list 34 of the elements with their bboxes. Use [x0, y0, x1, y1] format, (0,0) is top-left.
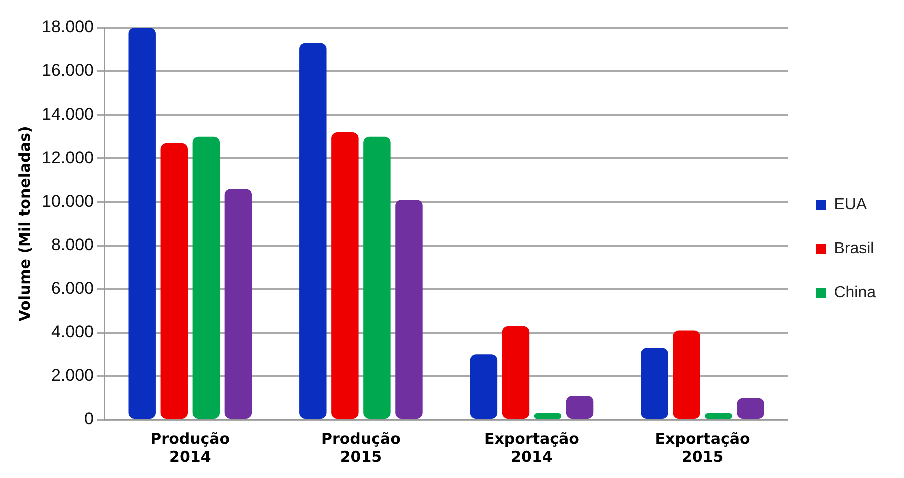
bar [502, 326, 530, 419]
y-tick-label: 12.000 [42, 148, 94, 168]
legend-label: China [834, 284, 876, 302]
y-tick-label: 0 [84, 410, 94, 429]
legend-label: EUA [834, 196, 868, 214]
y-tick-label: 8.000 [51, 235, 94, 254]
bar [641, 348, 668, 419]
y-tick-label: 4.000 [51, 322, 94, 342]
y-tick-label: 10.000 [42, 192, 94, 211]
bar [160, 143, 188, 419]
y-tick-label: 14.000 [42, 104, 94, 124]
y-tick-label: 18.000 [42, 18, 94, 37]
bar [470, 354, 498, 419]
legend-label: Brasil [834, 240, 874, 258]
bar [224, 189, 252, 419]
bar [396, 200, 423, 419]
bar [534, 413, 562, 419]
x-tick-label: Produção 2015 [321, 430, 401, 466]
bar [300, 43, 327, 419]
y-tick-label: 6.000 [51, 279, 94, 298]
x-tick-label: Exportação 2015 [655, 430, 750, 466]
bar [673, 330, 700, 419]
bar [705, 413, 732, 419]
bar [737, 398, 764, 419]
x-tick-label: Exportação 2014 [484, 430, 580, 466]
bar [332, 132, 359, 419]
y-axis-title: Volume (Mil toneladas) [16, 126, 34, 322]
x-tick-label: Produção 2014 [150, 430, 230, 466]
bar [192, 136, 220, 419]
bar [566, 396, 594, 419]
y-tick-label: 16.000 [42, 61, 94, 80]
bar [128, 28, 156, 419]
y-tick-label: 2.000 [51, 366, 94, 386]
bar [364, 136, 391, 419]
